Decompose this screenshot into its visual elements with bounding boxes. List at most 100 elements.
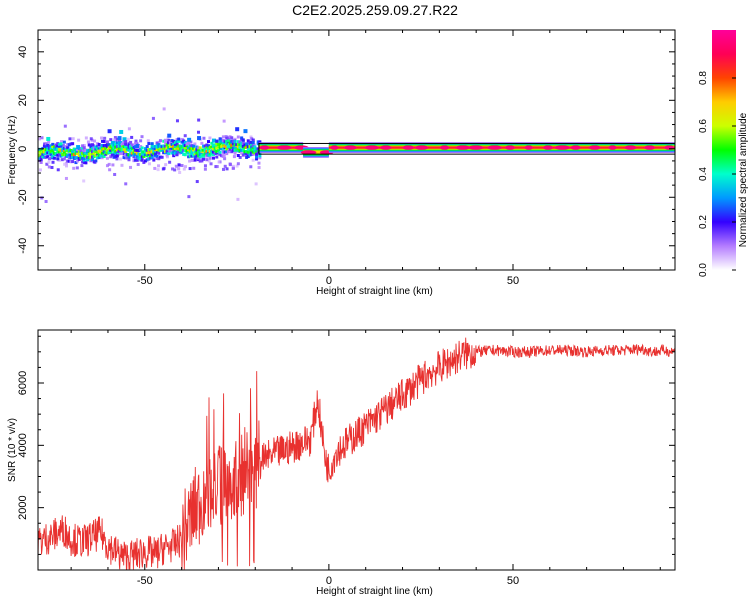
heatmap-cell xyxy=(168,149,172,153)
heatmap-cell xyxy=(61,152,65,156)
heatmap-hotspot xyxy=(570,145,581,150)
heatmap-cell xyxy=(147,157,151,161)
heatmap-cell xyxy=(172,139,176,143)
heatmap-cell xyxy=(52,145,56,149)
heatmap-cell xyxy=(95,151,99,155)
heatmap-cell xyxy=(236,147,240,151)
heatmap-cell xyxy=(163,149,167,153)
heatmap-cell xyxy=(97,156,101,160)
heatmap-hotspot xyxy=(524,145,533,150)
heatmap-cell xyxy=(202,136,206,140)
heatmap-cell xyxy=(87,148,91,152)
heatmap-cell xyxy=(190,152,194,156)
heatmap-cell xyxy=(139,157,143,161)
heatmap-cell xyxy=(211,150,215,154)
heatmap-cell xyxy=(230,150,234,154)
heatmap-cell xyxy=(158,146,162,150)
heatmap-cell xyxy=(197,130,201,134)
heatmap-cell xyxy=(207,147,211,151)
heatmap-hotspot xyxy=(455,145,471,150)
snr-x-tick-label: -50 xyxy=(137,575,153,587)
heatmap-cell xyxy=(180,148,184,152)
heatmap-cell xyxy=(100,139,104,143)
heatmap-cell xyxy=(218,137,222,141)
heatmap-cell xyxy=(127,153,131,157)
heatmap-cell xyxy=(164,163,168,167)
heatmap-cell xyxy=(155,148,159,152)
heatmap-cell xyxy=(218,143,222,147)
heatmap-cell xyxy=(168,160,172,164)
heatmap-cell xyxy=(210,145,214,149)
heatmap-cell xyxy=(170,151,174,155)
heatmap-cell xyxy=(213,151,217,155)
heatmap-cell xyxy=(109,146,113,150)
heatmap-cell xyxy=(102,150,106,154)
heatmap-cell xyxy=(115,137,119,141)
heatmap-cell xyxy=(71,152,75,156)
heatmap-cell xyxy=(200,157,204,161)
heatmap-cell xyxy=(170,142,174,146)
heatmap-cell xyxy=(59,149,63,153)
heatmap-cell xyxy=(178,149,182,153)
heatmap-cell xyxy=(124,148,128,152)
heatmap-cell xyxy=(117,144,121,148)
heatmap-cell xyxy=(153,152,157,156)
heatmap-cell xyxy=(42,152,46,156)
heatmap-x-tick-label: 0 xyxy=(326,275,332,287)
heatmap-cell xyxy=(56,153,60,157)
heatmap-cell xyxy=(219,154,223,158)
heatmap-cell xyxy=(42,150,46,154)
heatmap-cell xyxy=(122,152,126,156)
heatmap-cell xyxy=(173,142,177,146)
heatmap-cell xyxy=(147,148,151,152)
heatmap-cell xyxy=(129,165,133,169)
heatmap-cell xyxy=(158,148,162,152)
heatmap-cell xyxy=(107,143,111,147)
heatmap-cell xyxy=(144,147,148,151)
heatmap-cell xyxy=(230,136,234,140)
heatmap-cell xyxy=(192,144,196,148)
heatmap-cell xyxy=(135,148,139,152)
heatmap-cell xyxy=(120,163,124,167)
heatmap-cell xyxy=(145,151,149,155)
heatmap-cell xyxy=(213,148,217,152)
heatmap-cell xyxy=(129,150,133,154)
heatmap-cell xyxy=(249,165,253,169)
heatmap-cell xyxy=(249,135,253,139)
heatmap-cell xyxy=(109,150,113,154)
heatmap-cell xyxy=(129,140,133,144)
heatmap-cell xyxy=(197,146,201,150)
heatmap-cell xyxy=(167,141,171,145)
heatmap-cell xyxy=(127,158,131,162)
heatmap-cell xyxy=(102,139,106,143)
heatmap-cell xyxy=(122,145,126,149)
heatmap-cell xyxy=(100,148,104,152)
heatmap-cell xyxy=(51,149,55,153)
heatmap-cell xyxy=(72,166,76,170)
heatmap-cell xyxy=(84,161,88,165)
heatmap-cell xyxy=(197,136,202,141)
heatmap-cell xyxy=(174,164,178,168)
heatmap-cell xyxy=(87,152,91,156)
heatmap-cell xyxy=(245,150,249,154)
heatmap-cell xyxy=(147,152,151,156)
heatmap-cell xyxy=(42,144,46,148)
heatmap-cell xyxy=(162,144,166,148)
heatmap-cell xyxy=(163,144,167,148)
snr-plot: -50 0 50 2000 4000 6000 Height of straight lin… xyxy=(7,329,676,597)
heatmap-cell xyxy=(107,162,111,166)
heatmap-cell xyxy=(195,151,199,155)
heatmap-cell xyxy=(188,149,192,153)
heatmap-cell xyxy=(195,154,199,158)
heatmap-cell xyxy=(127,148,131,152)
heatmap-cell xyxy=(167,152,171,156)
heatmap-cell xyxy=(225,142,229,146)
heatmap-cell xyxy=(66,159,70,163)
heatmap-cell xyxy=(127,145,131,149)
heatmap-cell xyxy=(162,151,166,155)
heatmap-cell xyxy=(56,149,60,153)
heatmap-cell xyxy=(149,156,153,160)
heatmap-cell xyxy=(218,140,222,144)
heatmap-cell xyxy=(215,139,219,143)
heatmap-cell xyxy=(230,143,234,147)
